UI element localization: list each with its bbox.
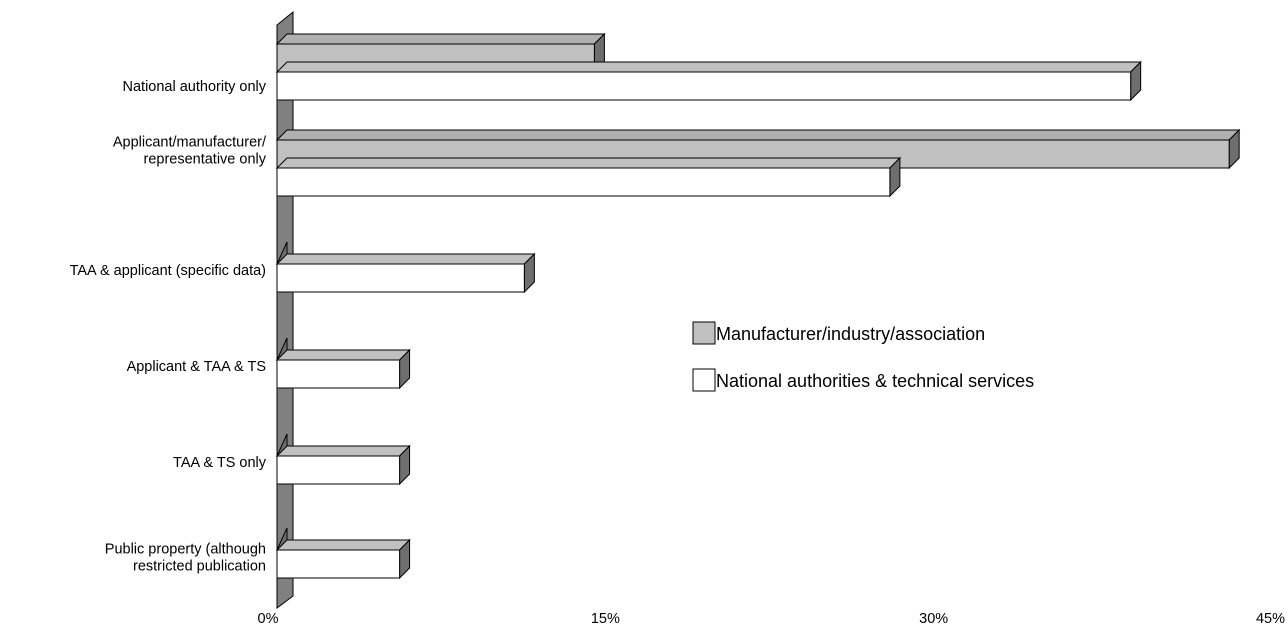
x-axis-ticks: 0% 15% 30% 45%: [258, 611, 1286, 627]
bar-national-authorities: [275, 538, 411, 580]
bar-national-authorities: [275, 156, 902, 198]
legend: Manufacturer/industry/association Nationa…: [692, 321, 1034, 392]
x-tick-label: 0%: [258, 611, 279, 627]
chart-back-wall: [276, 10, 294, 609]
legend-label: National authorities & technical service…: [716, 371, 1034, 391]
x-tick-label: 30%: [919, 611, 948, 627]
bar-national-authorities: [275, 348, 411, 390]
category-label: Applicant/manufacturer/representative on…: [113, 135, 267, 168]
legend-label: Manufacturer/industry/association: [716, 324, 985, 344]
category-label: National authority only: [123, 79, 267, 95]
category-label: Public property (although restricted publ…: [105, 542, 266, 575]
category-label: TAA & TS only: [173, 455, 267, 471]
x-tick-label: 15%: [591, 611, 620, 627]
x-tick-label: 45%: [1256, 611, 1285, 627]
category-labels: National authority only Applicant/manufac…: [70, 79, 267, 575]
bar-group: [275, 32, 1241, 580]
bar-national-authorities: [275, 60, 1142, 102]
bar-national-authorities: [275, 444, 411, 486]
category-label: Applicant & TAA & TS: [127, 359, 266, 375]
axis-wall: [276, 10, 294, 609]
bar-national-authorities: [275, 252, 536, 294]
legend-swatch: [692, 321, 716, 345]
category-label: TAA & applicant (specific data): [70, 263, 266, 279]
legend-swatch: [692, 368, 716, 392]
